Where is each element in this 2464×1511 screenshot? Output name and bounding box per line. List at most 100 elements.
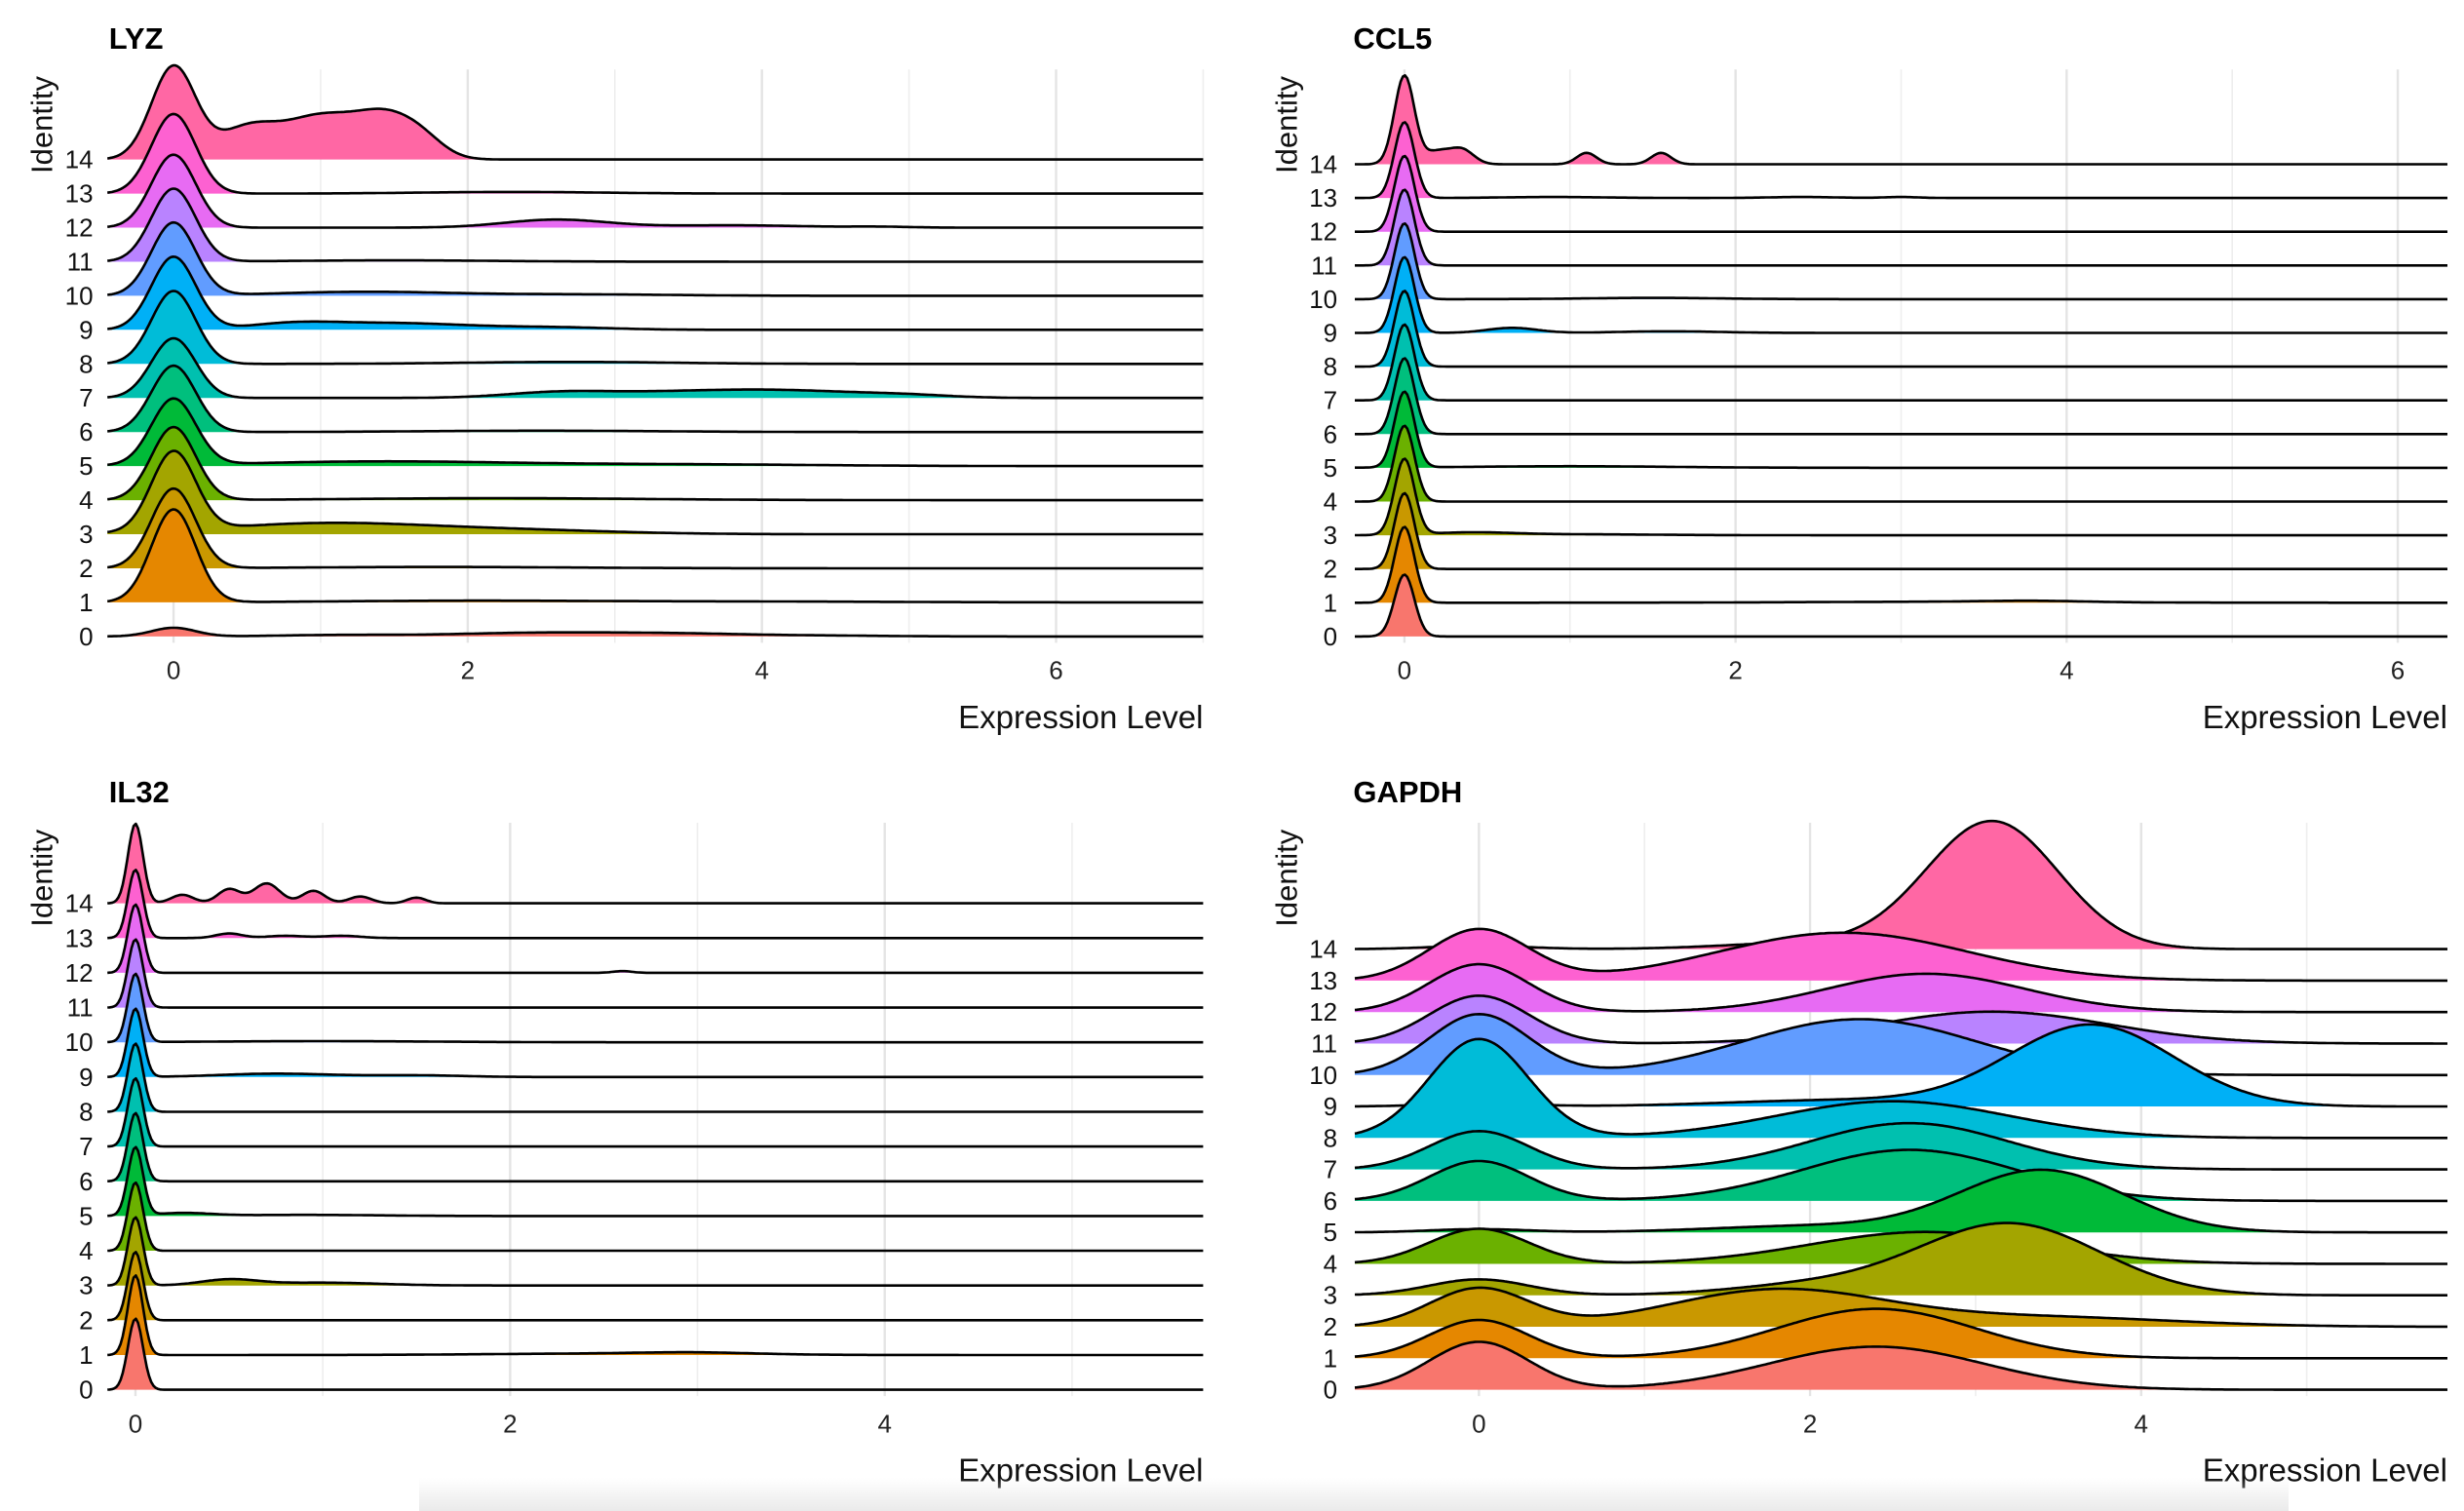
identity-label: 4 [1324,486,1337,516]
ridge-line-8 [1355,290,2447,368]
ridge-line-12 [1354,962,2447,1014]
identity-label: 7 [79,383,93,412]
identity-label: 8 [1324,352,1337,381]
identity-label: 5 [79,451,93,481]
ridge-line-7 [1355,323,2447,402]
x-tick-label: 4 [2060,656,2073,685]
identity-label: 12 [65,213,94,243]
ridge-fill-2 [107,488,1204,568]
x-tick-label: 0 [1472,1409,1485,1438]
identity-label: 1 [79,1340,93,1370]
ridge-fill-14 [1355,75,2447,165]
ridge-fill-11 [107,188,1204,262]
ridge-line-13 [106,112,1204,195]
identity-label: 13 [1309,966,1337,995]
ridge-line-12 [1355,154,2447,233]
identity-label: 8 [1324,1123,1337,1152]
ridge-fill-2 [1355,1287,2447,1327]
identity-label: 14 [1309,935,1337,964]
ridge-fill-0 [1355,1341,2447,1390]
ridge-fill-1 [107,1275,1204,1355]
identity-label: 3 [1324,1281,1337,1310]
ridge-fill-13 [107,113,1204,194]
x-tick-label: 4 [754,656,768,685]
ridge-line-6 [107,364,1204,434]
ridge-fill-12 [1355,964,2447,1013]
identity-label: 7 [79,1132,93,1161]
ridge-line-14 [1355,819,2447,950]
identity-label: 6 [1324,1186,1337,1216]
identity-label: 10 [65,1027,94,1057]
identity-label: 2 [79,1305,93,1335]
identity-label: 9 [1324,318,1337,347]
identity-label: 12 [1309,997,1337,1027]
ridge-fill-1 [1355,1308,2447,1359]
ridge-line-4 [107,1181,1204,1253]
x-tick-label: 6 [2391,656,2405,685]
identity-label: 6 [79,1167,93,1196]
identity-label: 0 [1324,1375,1337,1405]
identity-label: 11 [1311,251,1337,280]
ridge-line-7 [107,336,1204,400]
ridge-line-3 [1355,457,2447,537]
ridge-line-4 [1354,1227,2447,1265]
identity-label: 3 [79,1271,93,1300]
ridge-fill-13 [1355,928,2447,981]
ridge-fill-9 [107,256,1204,330]
identity-label: 13 [65,923,94,952]
ridge-line-4 [107,425,1204,502]
ridge-line-5 [1355,1168,2447,1234]
identity-label: 0 [79,622,93,651]
identity-label: 7 [1324,1155,1337,1184]
ridge-line-13 [107,869,1204,940]
ridge-line-0 [107,626,1204,639]
ridge-line-9 [1355,255,2447,334]
ridge-fill-6 [107,366,1204,433]
identity-label: 8 [79,349,93,378]
identity-label: 10 [1309,285,1337,314]
identity-label: 9 [1324,1092,1337,1121]
ridge-fill-14 [107,65,1204,160]
ridge-fill-4 [1355,1228,2447,1264]
identity-label: 13 [1309,183,1337,213]
identity-label: 1 [1324,1343,1337,1373]
ridge-fill-12 [107,154,1204,228]
ridge-line-10 [107,972,1204,1044]
ridge-line-2 [1355,491,2447,570]
ridge-line-2 [107,486,1204,570]
x-tick-label: 4 [877,1409,891,1438]
identity-label: 9 [79,315,93,344]
ridge-line-9 [107,1007,1204,1079]
ridge-line-2 [107,1251,1204,1322]
ridge-fill-14 [107,824,1204,904]
ridge-fill-5 [107,398,1204,467]
ridge-fill-10 [1355,1014,2447,1075]
identity-label: 14 [65,145,94,174]
bottom-shadow [419,1478,2289,1511]
identity-label: 3 [79,520,93,549]
x-tick-label: 6 [1049,656,1062,685]
ridge-fill-10 [107,222,1204,296]
identity-label: 13 [65,179,94,209]
ridge-line-1 [107,1274,1204,1357]
ridge-line-11 [107,938,1204,1009]
ridge-fill-4 [107,427,1204,501]
ridge-line-3 [107,449,1204,536]
identity-label: 10 [65,281,94,310]
ridge-line-7 [107,1076,1204,1148]
identity-label: 6 [79,417,93,446]
ridge-line-8 [107,290,1204,366]
ridge-fill-3 [1355,1222,2447,1296]
y-axis-label: Identity [1269,829,1303,926]
ridge-line-9 [107,255,1204,331]
ridge-line-10 [1355,222,2447,301]
ridge-line-4 [1355,424,2447,503]
ridge-line-0 [1355,573,2447,639]
ridge-line-5 [107,1145,1204,1218]
ridge-line-3 [107,1216,1204,1287]
ridge-line-2 [1354,1286,2447,1329]
